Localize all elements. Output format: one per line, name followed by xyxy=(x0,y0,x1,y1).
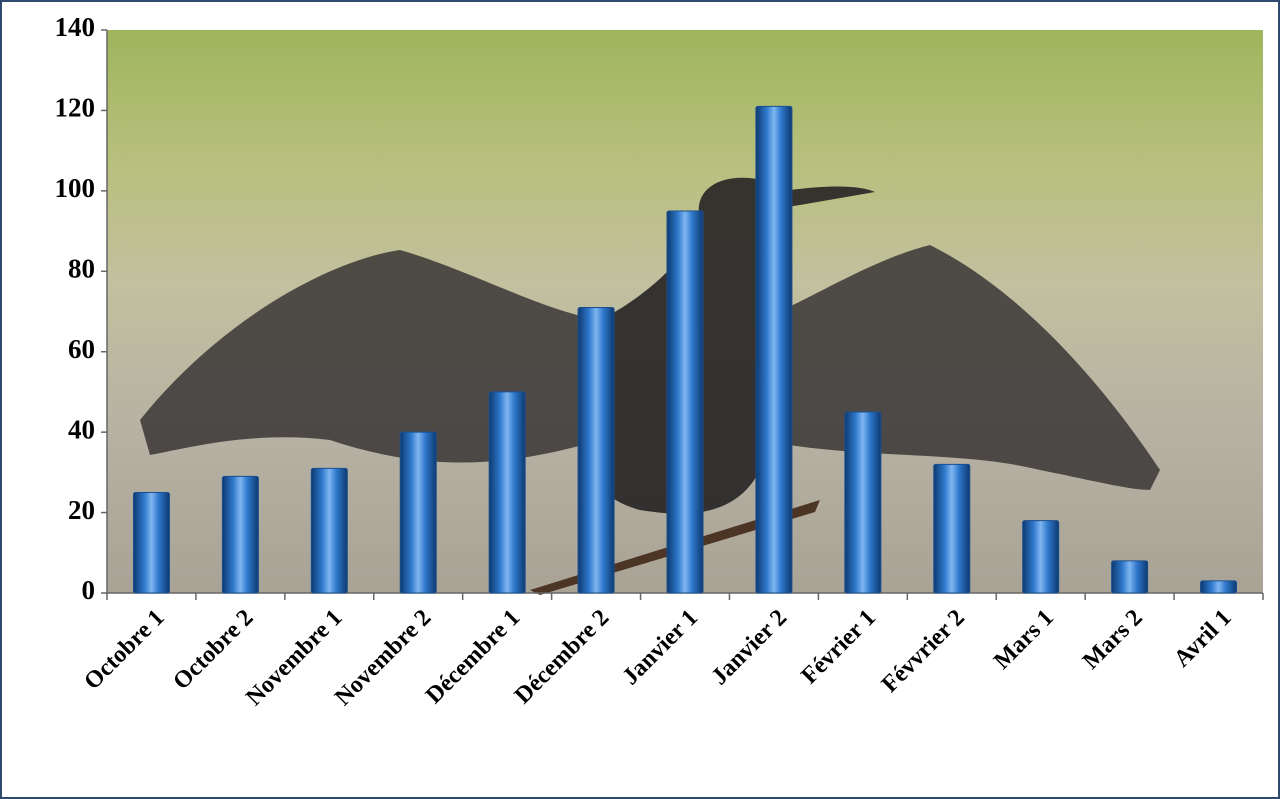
y-tick-label: 140 xyxy=(55,12,96,42)
bar xyxy=(1111,560,1149,594)
bar xyxy=(1200,580,1238,594)
y-tick-label: 100 xyxy=(55,173,96,203)
bar xyxy=(132,491,170,594)
bar xyxy=(488,391,526,594)
bar xyxy=(666,210,704,594)
bar xyxy=(399,431,437,594)
bar xyxy=(1022,520,1060,594)
bar xyxy=(844,411,882,594)
y-tick-label: 40 xyxy=(68,414,95,444)
y-tick-label: 60 xyxy=(68,334,95,364)
y-tick-label: 0 xyxy=(82,575,96,605)
bar xyxy=(310,467,348,594)
bar xyxy=(221,475,259,594)
bar xyxy=(755,105,793,594)
y-tick-label: 80 xyxy=(68,253,95,283)
y-tick-label: 20 xyxy=(68,495,95,525)
bar xyxy=(577,306,615,594)
y-tick-label: 120 xyxy=(55,93,96,123)
bar xyxy=(933,463,971,594)
